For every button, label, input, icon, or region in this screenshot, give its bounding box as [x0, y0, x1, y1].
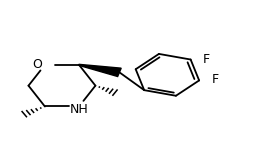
Text: O: O [33, 58, 42, 71]
Text: F: F [203, 53, 210, 66]
Polygon shape [79, 64, 121, 76]
Text: F: F [211, 73, 218, 87]
Text: NH: NH [70, 103, 88, 116]
